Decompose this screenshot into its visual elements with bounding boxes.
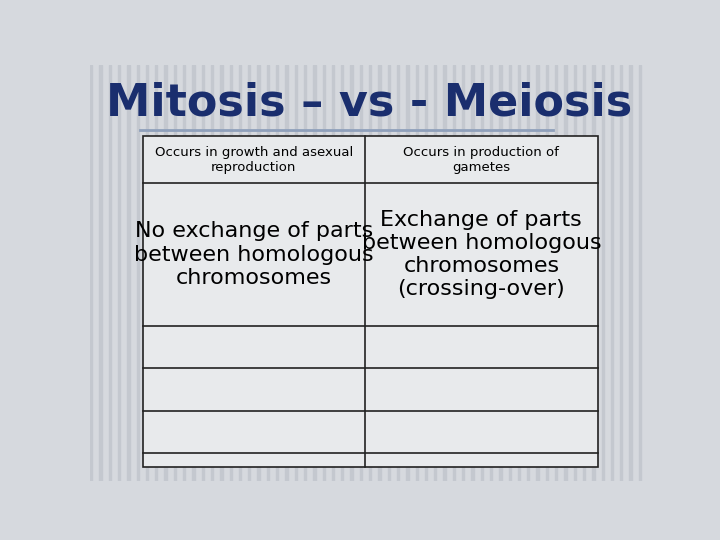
Bar [137,65,139,481]
Bar [248,65,251,481]
Bar [99,65,102,481]
Bar [472,65,474,481]
Text: Occurs in growth and asexual
reproduction: Occurs in growth and asexual reproductio… [155,145,353,173]
Bar [118,65,120,481]
Bar [536,65,539,481]
Bar [639,65,641,481]
Bar [397,65,399,481]
Bar [143,136,365,184]
Bar [341,65,343,481]
Bar [143,368,365,410]
Bar [564,65,567,481]
Bar [365,453,598,467]
Bar [230,65,232,481]
Bar [174,65,176,481]
Bar [294,65,297,481]
Bar [220,65,222,481]
Bar [555,65,557,481]
Bar [444,65,446,481]
Bar [332,65,334,481]
Bar [276,65,279,481]
Bar [462,65,464,481]
Bar [574,65,576,481]
Bar [369,65,372,481]
Bar [365,184,598,326]
Bar [453,65,455,481]
Bar [387,65,390,481]
Bar [593,65,595,481]
Bar [323,65,325,481]
Bar [490,65,492,481]
Bar [601,65,604,481]
Bar [365,410,598,453]
Bar [546,65,548,481]
Bar [415,65,418,481]
Bar [164,65,167,481]
Bar [90,65,92,481]
Bar [351,65,353,481]
Bar [434,65,436,481]
Bar [143,453,365,467]
Bar [611,65,613,481]
Text: No exchange of parts
between homologous
chromosomes: No exchange of parts between homologous … [134,221,374,288]
Bar [313,65,315,481]
Bar [239,65,241,481]
Bar [211,65,213,481]
Bar [620,65,622,481]
Bar [499,65,502,481]
Bar [365,136,598,184]
Bar [518,65,520,481]
Text: Occurs in production of
gametes: Occurs in production of gametes [403,145,559,173]
Bar [143,136,598,467]
Text: Exchange of parts
between homologous
chromosomes
(crossing-over): Exchange of parts between homologous chr… [361,210,601,299]
Bar [378,65,381,481]
Bar [365,368,598,410]
Bar [109,65,111,481]
Bar [365,326,598,368]
Bar [192,65,194,481]
Bar [258,65,260,481]
Bar [481,65,483,481]
Bar [360,65,362,481]
Bar [183,65,185,481]
Bar [143,326,365,368]
Bar [285,65,287,481]
Bar [143,410,365,453]
Text: Mitosis – vs - Meiosis: Mitosis – vs - Meiosis [106,82,632,125]
Bar [508,65,510,481]
Bar [629,65,631,481]
Bar [155,65,158,481]
Bar [202,65,204,481]
Bar [425,65,427,481]
Bar [143,184,365,326]
Bar [266,65,269,481]
Bar [406,65,408,481]
Bar [583,65,585,481]
Bar [527,65,529,481]
Bar [145,65,148,481]
Bar [127,65,130,481]
Bar [304,65,306,481]
